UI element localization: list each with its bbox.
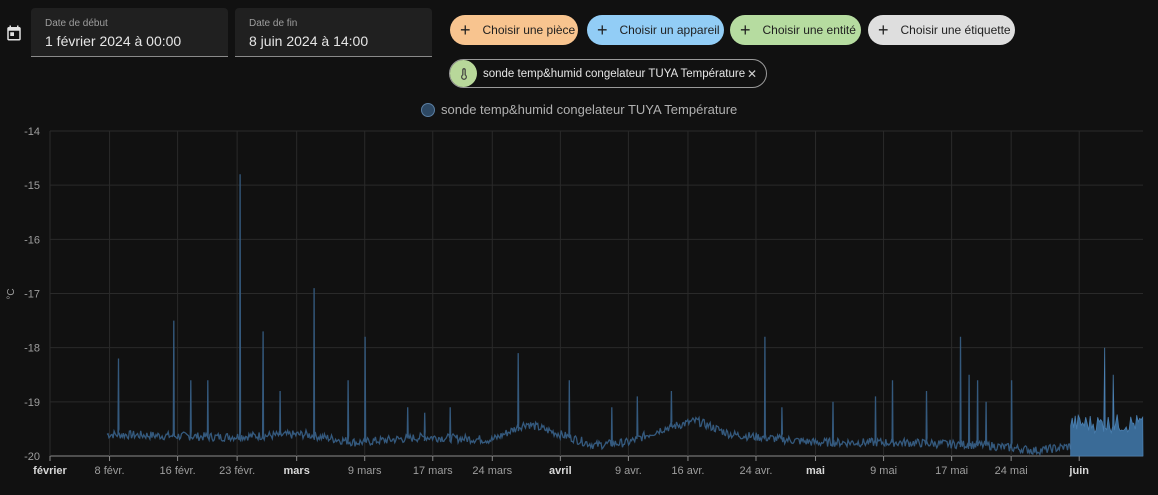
x-tick-label: février [33, 465, 67, 477]
end-date-field[interactable]: Date de fin 8 juin 2024 à 14:00 [235, 8, 432, 57]
temperature-dense-band [1070, 347, 1144, 457]
choose-label-label: Choisir une étiquette [900, 23, 1011, 37]
y-tick-label: -17 [24, 289, 40, 301]
x-tick-label: 24 mars [472, 465, 512, 477]
start-date-field[interactable]: Date de début 1 février 2024 à 00:00 [31, 8, 228, 57]
legend-series-label: sonde temp&humid congelateur TUYA Tempér… [441, 102, 738, 117]
x-tick-label: juin [1068, 465, 1089, 477]
start-date-value: 1 février 2024 à 00:00 [45, 33, 182, 49]
x-tick-label: 16 avr. [671, 465, 704, 477]
calendar-icon[interactable] [5, 24, 23, 42]
temperature-history-chart[interactable]: -14 -15 -16 -17 -18 -19 -20 février 8 févr. 16 f… [0, 120, 1158, 495]
chart-grid [49, 130, 1143, 461]
x-tick-label: 9 mai [870, 465, 897, 477]
chart-legend[interactable]: sonde temp&humid congelateur TUYA Tempér… [421, 102, 737, 117]
choose-room-label: Choisir une pièce [482, 23, 576, 37]
choose-label-chip[interactable]: + Choisir une étiquette [868, 15, 1015, 45]
legend-series-marker [421, 102, 435, 117]
series-layer [106, 174, 1144, 457]
y-tick-label: -15 [24, 180, 40, 192]
choose-entity-chip[interactable]: + Choisir une entité [730, 15, 861, 45]
start-date-label: Date de début [45, 18, 108, 29]
y-tick-label: -14 [24, 126, 40, 138]
temperature-series-line [106, 174, 1072, 457]
y-tick-label: -19 [24, 397, 40, 409]
y-tick-label: -16 [24, 234, 40, 246]
y-axis-unit-label: °C [6, 288, 17, 299]
choose-device-chip[interactable]: + Choisir un appareil [587, 15, 724, 45]
x-tick-label: 23 févr. [219, 465, 255, 477]
x-tick-label: 9 avr. [615, 465, 642, 477]
choose-room-chip[interactable]: + Choisir une pièce [450, 15, 578, 45]
x-tick-label: mai [806, 465, 825, 477]
x-tick-label: 9 mars [348, 465, 382, 477]
x-tick-label: avril [549, 465, 572, 477]
selected-entity-label: sonde temp&humid congelateur TUYA Tempér… [483, 67, 746, 80]
plus-icon: + [878, 20, 889, 40]
y-tick-label: -20 [24, 451, 40, 463]
end-date-label: Date de fin [249, 18, 298, 29]
plus-icon: + [597, 20, 608, 40]
plus-icon: + [460, 20, 471, 40]
thermometer-icon [450, 60, 477, 87]
x-tick-label: 17 mars [413, 465, 453, 477]
remove-entity-close-icon[interactable]: ✕ [746, 66, 757, 81]
x-tick-label: 17 mai [935, 465, 968, 477]
x-tick-label: 16 févr. [160, 465, 196, 477]
plus-icon: + [740, 20, 751, 40]
selected-entity-chip[interactable]: sonde temp&humid congelateur TUYA Tempér… [449, 59, 767, 88]
x-tick-label: 24 mai [995, 465, 1028, 477]
y-axis: -14 -15 -16 -17 -18 -19 -20 [24, 126, 40, 463]
y-tick-label: -18 [24, 343, 40, 355]
x-tick-label: 8 févr. [95, 465, 125, 477]
x-tick-label: 24 avr. [739, 465, 772, 477]
x-axis: février 8 févr. 16 févr. 23 févr. mars 9 mars… [33, 465, 1089, 477]
x-tick-label: mars [284, 465, 310, 477]
choose-entity-label: Choisir une entité [762, 23, 856, 37]
choose-device-label: Choisir un appareil [619, 23, 720, 37]
end-date-value: 8 juin 2024 à 14:00 [249, 33, 369, 49]
